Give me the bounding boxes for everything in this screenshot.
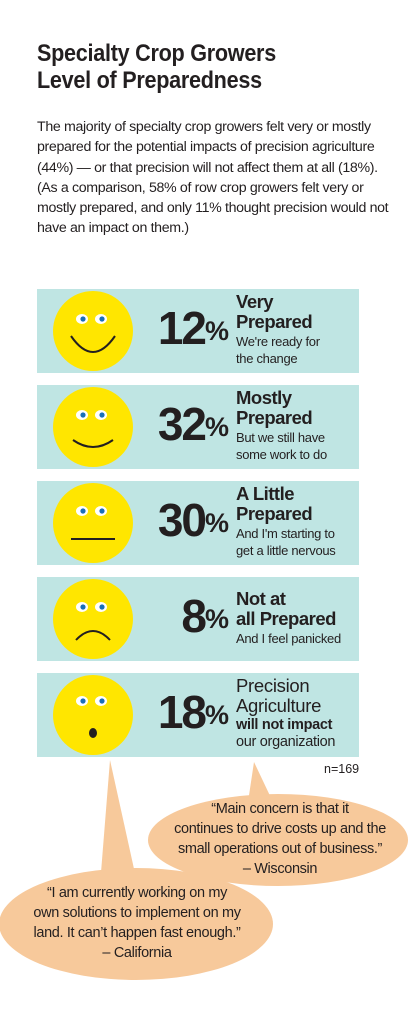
- category-heading-2: Prepared: [236, 503, 313, 524]
- intro-paragraph: The majority of specialty crop growers f…: [37, 119, 389, 237]
- quote-california: “I am currently working on my own soluti…: [33, 885, 241, 961]
- smile-face-icon: [53, 387, 133, 467]
- category-label: Very Prepared We're ready for the change: [236, 292, 356, 367]
- california-bubble-tail: [100, 760, 138, 887]
- category-subtext: And I feel panicked: [236, 631, 341, 646]
- sample-size-label: n=169: [324, 762, 360, 776]
- quote-wisconsin-source: – Wisconsin: [242, 861, 318, 877]
- wisconsin-bubble: [148, 794, 408, 886]
- title-line-1: Specialty Crop Growers: [37, 40, 276, 67]
- percent-value: 12%: [157, 302, 229, 354]
- quote-california-source: – California: [102, 945, 172, 961]
- row-mostly-prepared: 32% Mostly Prepared But we still have som…: [37, 385, 359, 469]
- category-heading-2: Prepared: [236, 407, 313, 428]
- row-will-not-impact: 18% Precision Agriculture will not impac…: [37, 673, 359, 757]
- california-bubble: [0, 868, 273, 980]
- wisconsin-bubble-tail: [248, 762, 272, 802]
- category-heading-1: Very: [236, 291, 274, 312]
- sad-face-icon: [53, 579, 133, 659]
- category-subtext: And I'm starting to get a little nervous: [236, 526, 336, 558]
- percent-value: 18%: [157, 686, 229, 738]
- category-heading-2: all Prepared: [236, 608, 336, 629]
- title-line-2: Level of Preparedness: [37, 67, 262, 94]
- category-label: Precision Agriculture will not impact ou…: [236, 676, 356, 751]
- category-line-3: will not impact: [236, 717, 333, 733]
- category-label: Not at all Prepared And I feel panicked: [236, 589, 356, 647]
- row-not-at-all-prepared: 8% Not at all Prepared And I feel panick…: [37, 577, 359, 661]
- percent-value: 30%: [157, 494, 229, 546]
- row-very-prepared: 12% Very Prepared We're ready for the cha…: [37, 289, 359, 373]
- quote-wisconsin: “Main concern is that it continues to dr…: [174, 801, 386, 877]
- category-subtext: We're ready for the change: [236, 334, 320, 366]
- category-line-2: Agriculture: [236, 695, 322, 716]
- page-title: Specialty Crop Growers Level of Prepared…: [37, 40, 276, 94]
- happy-face-icon: [53, 291, 133, 371]
- category-heading-1: Mostly: [236, 387, 292, 408]
- surprised-face-icon: [53, 675, 133, 755]
- neutral-face-icon: [53, 483, 133, 563]
- row-a-little-prepared: 30% A Little Prepared And I'm starting t…: [37, 481, 359, 565]
- category-label: A Little Prepared And I'm starting to get…: [236, 484, 356, 559]
- percent-value: 8%: [181, 590, 229, 642]
- category-subtext: But we still have some work to do: [236, 430, 327, 462]
- category-line-4: our organization: [236, 734, 336, 750]
- category-line-1: Precision: [236, 675, 310, 696]
- category-heading-1: Not at: [236, 588, 286, 609]
- percent-value: 32%: [157, 398, 229, 450]
- category-heading-1: A Little: [236, 483, 295, 504]
- category-heading-2: Prepared: [236, 311, 313, 332]
- category-label: Mostly Prepared But we still have some wo…: [236, 388, 356, 463]
